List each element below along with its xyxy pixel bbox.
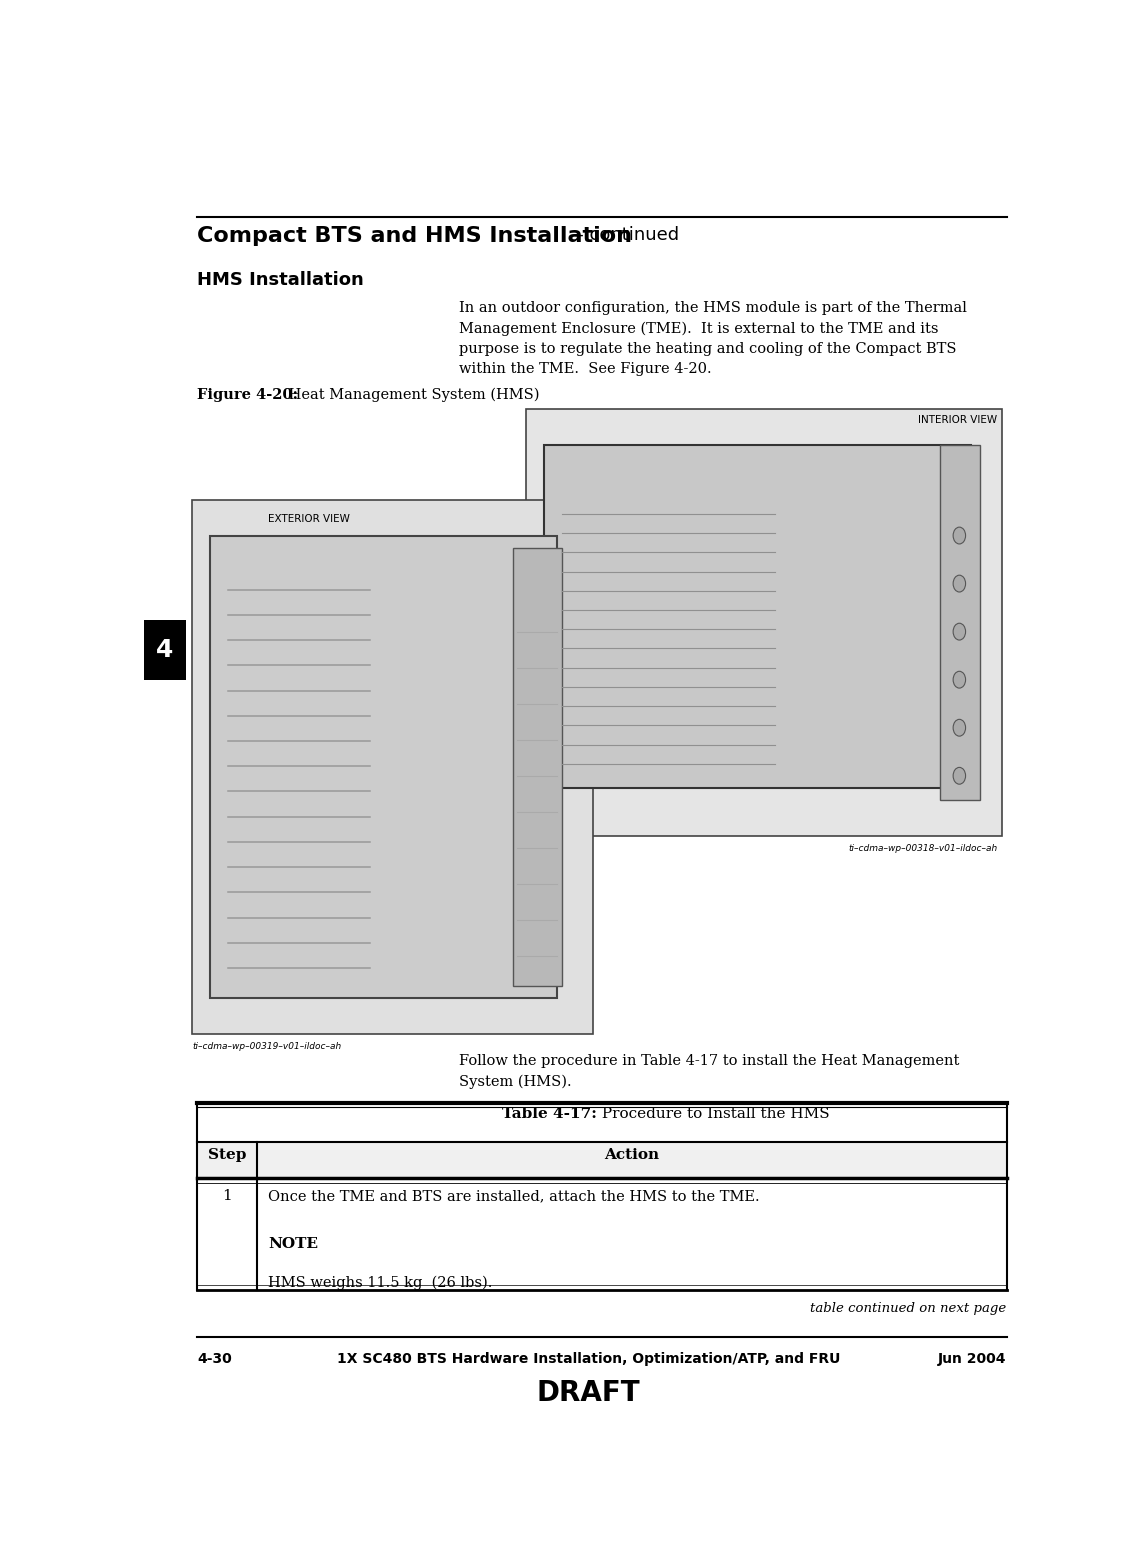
Bar bbox=[144, 619, 186, 680]
Bar bbox=[526, 409, 1002, 836]
Bar bbox=[513, 548, 561, 986]
Text: 1: 1 bbox=[223, 1189, 232, 1203]
Circle shape bbox=[953, 719, 965, 736]
Bar bbox=[210, 535, 557, 998]
Text: HMS weighs 11.5 kg  (26 lbs).: HMS weighs 11.5 kg (26 lbs). bbox=[267, 1276, 492, 1290]
Circle shape bbox=[953, 527, 965, 544]
Text: In an outdoor configuration, the HMS module is part of the Thermal
Management En: In an outdoor configuration, the HMS mod… bbox=[459, 301, 968, 376]
Text: DRAFT: DRAFT bbox=[536, 1379, 641, 1407]
Text: 4-30: 4-30 bbox=[197, 1353, 232, 1367]
Text: EXTERIOR VIEW: EXTERIOR VIEW bbox=[267, 513, 350, 524]
Circle shape bbox=[953, 624, 965, 640]
Bar bbox=[193, 499, 592, 1034]
Circle shape bbox=[953, 576, 965, 591]
Text: ti–cdma–wp–00319–v01–ildoc–ah: ti–cdma–wp–00319–v01–ildoc–ah bbox=[193, 1042, 342, 1051]
Text: Step: Step bbox=[208, 1148, 247, 1162]
Circle shape bbox=[953, 768, 965, 785]
Text: HMS Installation: HMS Installation bbox=[197, 271, 364, 289]
Text: NOTE: NOTE bbox=[267, 1237, 318, 1251]
Text: Follow the procedure in Table 4-17 to install the Heat Management
System (HMS).: Follow the procedure in Table 4-17 to in… bbox=[459, 1055, 960, 1089]
Circle shape bbox=[953, 671, 965, 688]
Text: Jun 2004: Jun 2004 bbox=[938, 1353, 1007, 1367]
Text: Table 4-17:: Table 4-17: bbox=[503, 1108, 597, 1122]
Bar bbox=[544, 446, 971, 788]
Text: ti–cdma–wp–00318–v01–ildoc–ah: ti–cdma–wp–00318–v01–ildoc–ah bbox=[848, 844, 998, 853]
Bar bbox=[940, 446, 979, 800]
Text: Once the TME and BTS are installed, attach the HMS to the TME.: Once the TME and BTS are installed, atta… bbox=[267, 1189, 760, 1203]
Text: 1X SC480 BTS Hardware Installation, Optimization/ATP, and FRU: 1X SC480 BTS Hardware Installation, Opti… bbox=[336, 1353, 840, 1367]
Text: Heat Management System (HMS): Heat Management System (HMS) bbox=[284, 388, 540, 402]
Text: Action: Action bbox=[604, 1148, 659, 1162]
Text: Procedure to Install the HMS: Procedure to Install the HMS bbox=[597, 1108, 830, 1122]
Text: Compact BTS and HMS Installation: Compact BTS and HMS Installation bbox=[197, 226, 631, 245]
Bar bbox=[197, 1142, 1007, 1178]
Text: Figure 4-20:: Figure 4-20: bbox=[197, 388, 297, 402]
Text: table continued on next page: table continued on next page bbox=[810, 1303, 1007, 1315]
Text: 4: 4 bbox=[156, 638, 173, 661]
Text: – continued: – continued bbox=[568, 226, 678, 243]
Text: INTERIOR VIEW: INTERIOR VIEW bbox=[918, 415, 998, 426]
